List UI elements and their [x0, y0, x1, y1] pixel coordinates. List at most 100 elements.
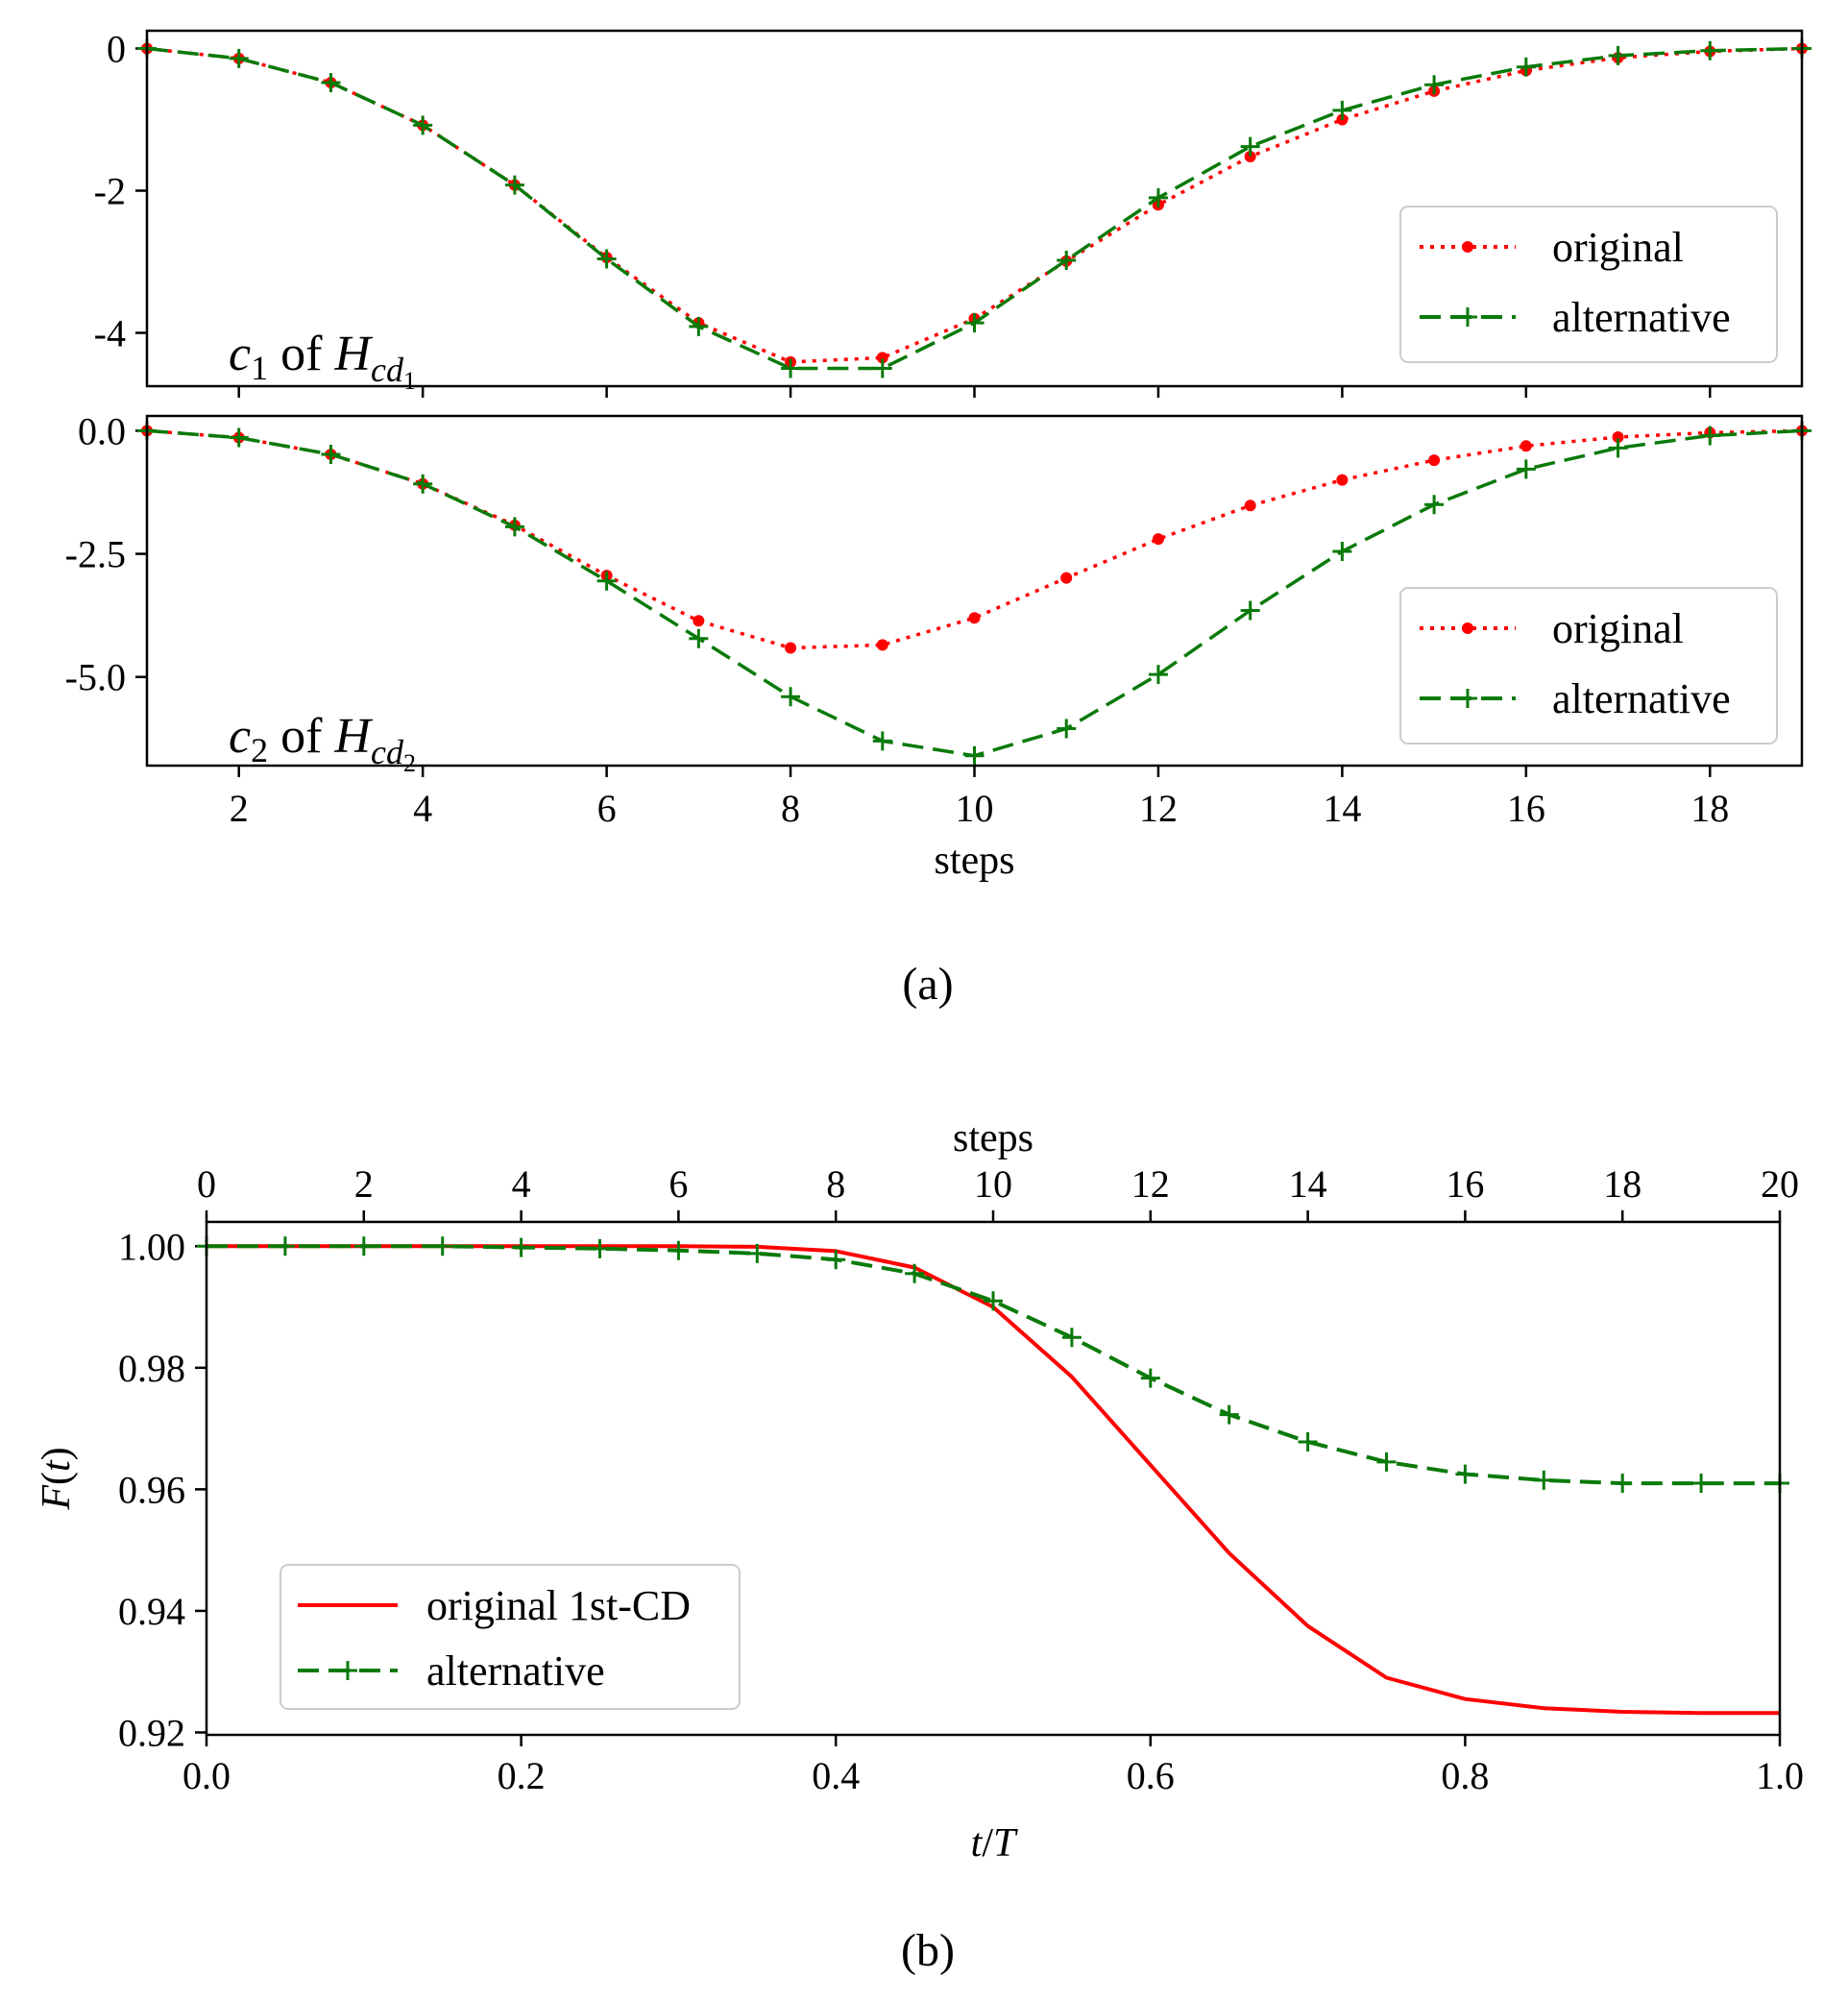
data-point — [413, 115, 433, 135]
top-x-tick-label: 8 — [826, 1162, 845, 1206]
legend-box — [280, 1564, 741, 1710]
legend-marker — [1458, 689, 1477, 708]
top-x-tick-label: 16 — [1446, 1162, 1484, 1206]
y-axis-label-part: ) — [35, 1447, 79, 1460]
y-tick-label: 0.92 — [118, 1711, 185, 1754]
legend-marker — [338, 1661, 357, 1680]
data-point — [1376, 1451, 1397, 1472]
y-tick-label: 0.0 — [78, 409, 126, 452]
x-tick-label: 10 — [956, 787, 994, 830]
x-tick-label: 6 — [597, 787, 617, 830]
data-point — [321, 73, 341, 93]
y-tick-label: 0.98 — [118, 1347, 185, 1390]
annotation-h-subsubscript: 2 — [403, 749, 416, 777]
data-point — [781, 358, 801, 378]
data-point — [413, 474, 433, 494]
data-point — [1691, 1474, 1712, 1494]
y-axis-label-part: F — [35, 1485, 79, 1511]
data-point — [1060, 572, 1073, 584]
top-x-tick-label: 10 — [974, 1162, 1012, 1206]
y-tick-label: -2 — [94, 170, 126, 213]
chart-a-bottom: 2 4 6 8 10 12 14 16 18 steps 0.0 -2.5 -5.0 c2 of Hcd2… — [65, 409, 1812, 883]
data-point — [747, 1243, 767, 1263]
x-tick-label: 1.0 — [1756, 1754, 1804, 1797]
top-x-tick-label: 20 — [1761, 1162, 1799, 1206]
data-point — [876, 639, 888, 651]
y-axis-label: F(t) — [35, 1447, 79, 1510]
annotation-h: H — [333, 709, 373, 764]
legend-label: original 1st-CD — [426, 1582, 691, 1629]
x-tick-label: 0.8 — [1441, 1754, 1489, 1797]
data-point — [1240, 600, 1260, 621]
series-line-original-1st-CD — [207, 1244, 1780, 1716]
legend-marker — [1462, 622, 1473, 634]
data-point — [504, 175, 524, 195]
annotation-subscript: 1 — [251, 349, 268, 387]
caption-b: (b) — [901, 1925, 955, 1976]
x-axis-label: t/T — [971, 1821, 1018, 1866]
chart-b: 0.0 0.2 0.4 0.6 0.8 1.00 2 4 6 8 10 12 14 16 18 20steps… — [35, 1116, 1804, 1866]
data-point — [1613, 1474, 1633, 1494]
x-tick-label: 0.6 — [1127, 1754, 1175, 1797]
data-point — [432, 1236, 452, 1256]
x-tick-label: 0.0 — [182, 1754, 231, 1797]
annotation-h-subsubscript: 1 — [403, 367, 416, 395]
data-point — [321, 444, 341, 464]
data-point — [1424, 495, 1445, 515]
data-point — [1057, 719, 1077, 739]
x-tick-label: 2 — [230, 787, 249, 830]
data-point — [1608, 438, 1628, 458]
data-point — [229, 427, 249, 448]
data-point — [689, 316, 709, 336]
x-axis-label: steps — [935, 839, 1015, 883]
data-point — [872, 358, 892, 378]
y-tick-label: -4 — [94, 312, 126, 355]
data-point — [1608, 45, 1628, 65]
data-point — [1534, 1470, 1554, 1490]
data-point — [1428, 454, 1441, 467]
x-tick-label: 4 — [413, 787, 432, 830]
data-point — [1240, 136, 1260, 157]
annotation-symbol: c — [229, 709, 251, 764]
x-tick-label: 18 — [1690, 787, 1729, 830]
top-x-tick-label: 6 — [669, 1162, 688, 1206]
data-point — [511, 1237, 531, 1257]
top-x-tick-label: 2 — [354, 1162, 374, 1206]
data-point — [590, 1238, 610, 1258]
data-point — [1612, 431, 1624, 444]
top-x-tick-label: 4 — [512, 1162, 531, 1206]
annotation-h-subscript: cd — [371, 351, 404, 389]
legend-label: alternative — [1552, 675, 1731, 722]
data-point — [964, 313, 985, 333]
data-point — [1332, 541, 1352, 561]
data-point — [693, 615, 705, 627]
data-point — [826, 1250, 846, 1270]
data-point — [1520, 440, 1532, 452]
data-point — [1244, 150, 1256, 162]
y-tick-label: -5.0 — [65, 656, 126, 699]
x-axis-label-den: T — [993, 1821, 1018, 1866]
plot-frame — [145, 414, 1804, 768]
annotation-subscript: 2 — [251, 731, 268, 769]
legend-marker — [1462, 241, 1473, 253]
x-tick-label: 0.2 — [498, 1754, 546, 1797]
data-point — [1336, 474, 1349, 486]
data-point — [781, 687, 801, 707]
x-axis-label-num: t — [971, 1821, 984, 1866]
legend-label: original — [1552, 605, 1684, 652]
y-tick-label: 0 — [107, 28, 126, 71]
x-tick-label: 14 — [1323, 787, 1361, 830]
y-axis-label-part: ( — [35, 1472, 79, 1485]
y-tick-label: 1.00 — [118, 1225, 185, 1268]
caption-a: (a) — [902, 959, 953, 1010]
data-point — [275, 1236, 295, 1256]
x-tick-label: 0.4 — [812, 1754, 860, 1797]
series-line-alternative — [207, 1244, 1780, 1486]
data-point — [1061, 1328, 1082, 1348]
y-tick-label: 0.96 — [118, 1468, 185, 1511]
data-point — [984, 1291, 1003, 1311]
data-point — [1057, 251, 1077, 271]
data-point — [1219, 1404, 1239, 1425]
plot-frame — [145, 29, 1804, 388]
top-x-tick-label: 0 — [197, 1162, 216, 1206]
